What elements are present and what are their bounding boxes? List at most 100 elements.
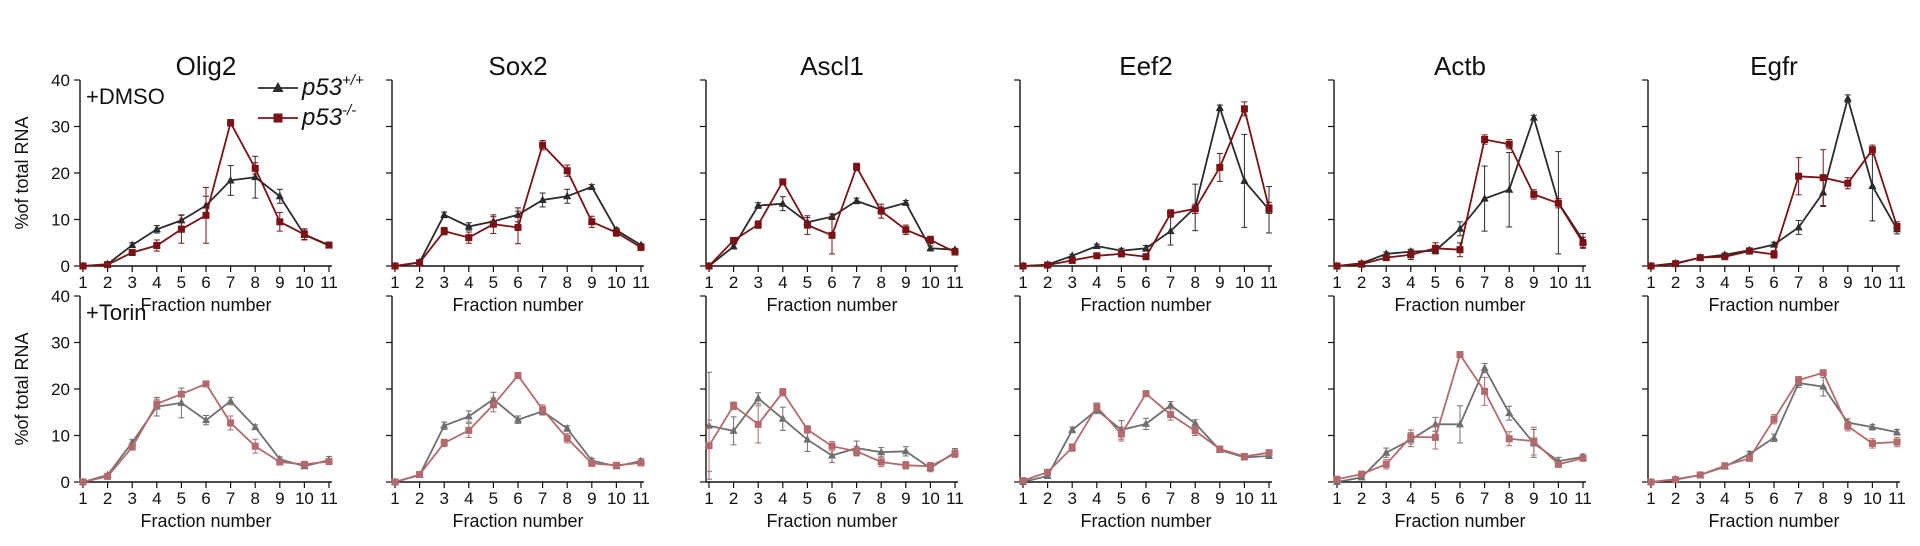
data-point [128, 443, 136, 451]
series-line [82, 382, 330, 483]
x-tick-label: 4 [1720, 273, 1729, 292]
x-tick-label: 11 [1888, 273, 1906, 292]
data-point [465, 234, 473, 242]
x-tick-label: 8 [1818, 489, 1827, 508]
data-point [300, 230, 308, 238]
data-point [926, 243, 935, 252]
legend-label-sup: -/- [342, 102, 356, 119]
x-axis-label: Fraction number [1708, 511, 1839, 531]
x-tick-label: 1 [704, 273, 713, 292]
y-tick-label: 10 [51, 211, 70, 230]
data-point [177, 390, 185, 398]
data-point [1579, 454, 1587, 462]
series-p53-ko [391, 372, 645, 486]
series-p53-wt [1647, 376, 1901, 485]
data-point [1068, 251, 1077, 259]
data-point [1092, 241, 1101, 250]
data-point [587, 182, 596, 190]
data-point [1795, 376, 1803, 384]
data-point [1456, 246, 1464, 254]
data-point [1868, 439, 1876, 447]
data-point [251, 422, 260, 431]
x-tick-label: 7 [1166, 489, 1175, 508]
x-tick-label: 11 [1260, 273, 1278, 292]
series-p53-wt [1019, 103, 1273, 269]
data-point [778, 414, 787, 422]
y-axis-label: %of total RNA [12, 116, 32, 229]
data-point [1456, 224, 1464, 232]
x-tick-label: 4 [778, 273, 787, 292]
data-point [1554, 199, 1562, 207]
data-point [1505, 435, 1513, 443]
series-line [394, 143, 642, 267]
data-point [276, 458, 284, 466]
x-tick-label: 1 [1018, 489, 1027, 508]
data-point [588, 218, 596, 226]
data-point [1893, 222, 1901, 230]
data-point [489, 401, 497, 409]
data-point [1431, 433, 1439, 441]
data-point [779, 178, 787, 186]
data-point [514, 415, 522, 423]
x-tick-label: 4 [1720, 489, 1729, 508]
x-tick-label: 2 [1671, 273, 1680, 292]
y-tick-label: 20 [51, 380, 70, 399]
data-point [902, 226, 910, 234]
data-point [300, 460, 308, 468]
data-point [902, 461, 910, 469]
data-point [852, 196, 861, 204]
x-tick-label: 5 [1117, 489, 1126, 508]
legend-item-p53-ko: p53-/- [258, 102, 356, 131]
data-point [877, 458, 885, 466]
x-tick-label: 11 [1888, 489, 1906, 508]
y-tick-label: 40 [51, 287, 70, 306]
x-tick-label: 8 [250, 273, 259, 292]
data-point [1530, 190, 1538, 198]
data-point [1382, 254, 1390, 262]
data-point [1382, 448, 1391, 456]
x-tick-label: 11 [1260, 489, 1278, 508]
x-tick-label: 6 [513, 489, 522, 508]
x-tick-label: 7 [1794, 489, 1803, 508]
data-point [1893, 438, 1901, 446]
condition-label: +Torin [86, 300, 147, 325]
data-point [1044, 468, 1052, 476]
x-tick-label: 10 [1549, 273, 1568, 292]
x-tick-label: 8 [250, 489, 259, 508]
data-point [1216, 445, 1224, 453]
panel-title: Olig2 [176, 51, 237, 81]
x-tick-label: 10 [295, 273, 314, 292]
data-point [612, 229, 620, 237]
data-point [1505, 140, 1513, 148]
data-point [563, 424, 572, 432]
data-point [489, 220, 497, 228]
x-tick-label: 9 [587, 489, 596, 508]
x-axis-label: Fraction number [1394, 511, 1525, 531]
x-tick-label: 5 [489, 489, 498, 508]
x-tick-label: 1 [1018, 273, 1027, 292]
x-tick-label: 10 [921, 489, 940, 508]
series-line [1650, 147, 1898, 267]
x-tick-label: 5 [177, 273, 186, 292]
x-axis-label: Fraction number [140, 511, 271, 531]
data-point [637, 459, 645, 467]
data-point [1672, 476, 1680, 484]
x-tick-label: 10 [921, 273, 940, 292]
x-tick-label: 1 [390, 489, 399, 508]
data-point [1142, 243, 1150, 252]
series-p53-wt [391, 391, 645, 485]
x-tick-label: 5 [803, 489, 812, 508]
data-point [1794, 222, 1803, 231]
x-tick-label: 10 [607, 489, 626, 508]
data-point [1019, 477, 1027, 485]
data-point [754, 221, 762, 229]
data-point [464, 411, 473, 420]
y-tick-label: 30 [51, 334, 70, 353]
x-tick-label: 7 [226, 489, 235, 508]
x-axis-label: Fraction number [1708, 295, 1839, 315]
panel-olig2-torin: 0 10 20 30 40 1 2 3 4 5 6 7 8 9 10 11 Fraction number %of… [12, 287, 338, 531]
data-point [128, 249, 136, 257]
panel-eef2-dmso: 1 2 3 4 5 6 7 8 9 10 11 Fraction number Eef2 [1014, 51, 1278, 315]
data-point [465, 426, 473, 434]
x-tick-label: 8 [562, 489, 571, 508]
